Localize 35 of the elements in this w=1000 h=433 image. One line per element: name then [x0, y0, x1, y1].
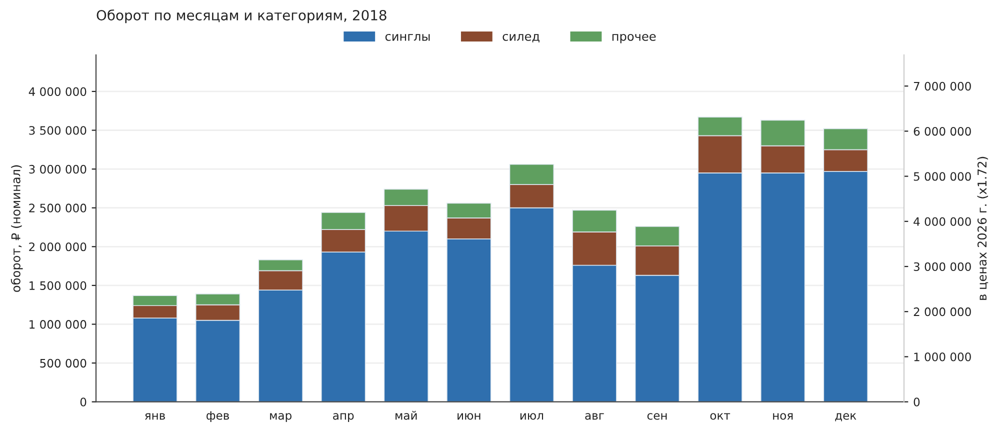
y2-tick-label: 3 000 000 — [914, 262, 971, 272]
legend-label: прочее — [612, 34, 656, 44]
x-tick-label: июл — [520, 413, 544, 420]
y2-tick-label: 2 000 000 — [914, 307, 971, 316]
y-tick-label: 1 500 000 — [30, 281, 86, 290]
y-tick-label: 3 500 000 — [29, 126, 86, 135]
legend-label: силед — [502, 34, 540, 42]
chart-title: Оборот по месяцам и категориям, 2018 — [96, 9, 386, 24]
y2-tick-label: 6 000 000 — [914, 126, 971, 136]
y-tick-label: 2 500 000 — [29, 204, 86, 212]
y2-tick-label: 0 — [914, 398, 920, 406]
y2-axis-title: в ценах 2026 г. (x1.72) — [977, 156, 988, 300]
x-tick-label: мар — [270, 413, 292, 422]
x-tick-label: фев — [206, 411, 229, 422]
legend-label: синглы — [385, 34, 430, 41]
x-tick-label: апр — [333, 413, 354, 422]
y-tick-label: 4 000 000 — [28, 87, 86, 96]
y2-tick-label: 5 000 000 — [914, 172, 971, 181]
x-tick-label: май — [396, 410, 417, 420]
y-tick-label: 1 000 000 — [30, 320, 86, 329]
y-tick-label: 500 000 — [40, 358, 86, 368]
x-tick-label: сен — [647, 413, 667, 420]
x-tick-label: янв — [145, 413, 165, 420]
y-tick-label: 3 000 000 — [29, 164, 86, 174]
y2-tick-label: 1 000 000 — [914, 352, 971, 362]
y2-tick-label: 7 000 000 — [914, 82, 971, 91]
y-axis-title: оборот, ₽ (номинал) — [10, 165, 23, 292]
x-tick-label: авг — [585, 413, 604, 420]
y-tick-label: 2 000 000 — [29, 242, 86, 252]
x-tick-label: дек — [835, 413, 856, 422]
y2-tick-label: 4 000 000 — [914, 217, 971, 226]
x-tick-label: июн — [458, 413, 480, 420]
y-tick-label: 0 — [80, 398, 86, 406]
x-tick-label: окт — [710, 413, 730, 420]
x-tick-label: ноя — [773, 413, 793, 420]
